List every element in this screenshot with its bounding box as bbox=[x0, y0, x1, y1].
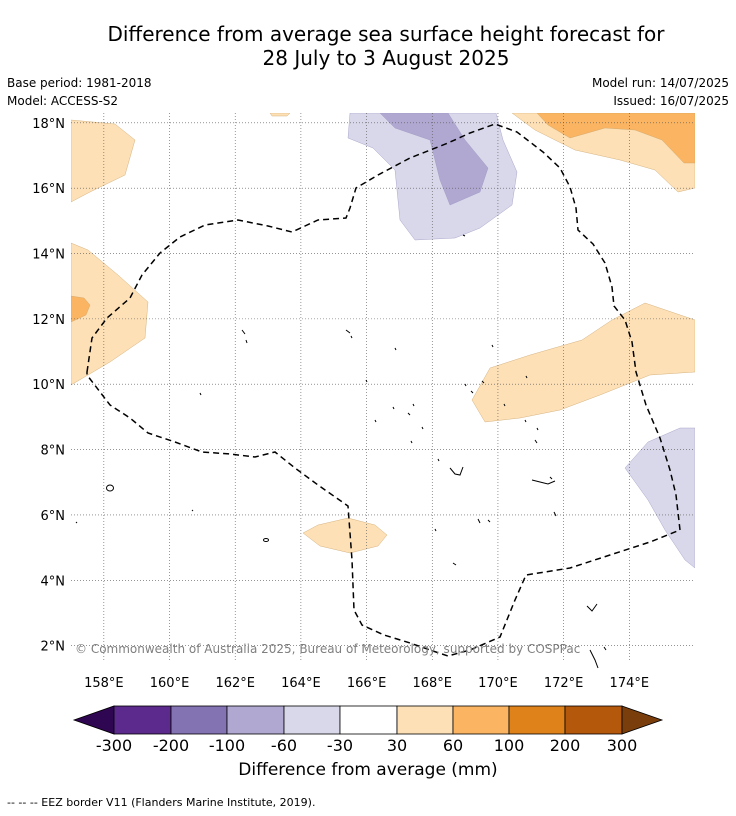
island-speck bbox=[365, 234, 539, 444]
island-speck bbox=[241, 329, 248, 344]
island-speck bbox=[464, 375, 528, 407]
island-speck bbox=[75, 344, 494, 524]
longitude-tick-label: 168°E bbox=[412, 676, 452, 691]
island-speck bbox=[553, 511, 598, 612]
anomaly-region-south bbox=[302, 517, 388, 554]
colorbar-tick: -60 bbox=[270, 736, 298, 755]
colorbar-segment-neg60 bbox=[283, 705, 341, 735]
colorbar-tick: 200 bbox=[549, 736, 581, 755]
copyright-notice: © Commonwealth of Australia 2025, Bureau… bbox=[75, 642, 580, 656]
longitude-tick-label: 172°E bbox=[544, 676, 584, 691]
colorbar-tick: -30 bbox=[326, 736, 354, 755]
latitude-tick-label: 12°N bbox=[32, 313, 65, 328]
longitude-tick-label: 166°E bbox=[347, 676, 387, 691]
model-name: Model: ACCESS-S2 bbox=[7, 94, 119, 108]
eez-footnote: -- -- -- EEZ border V11 (Flanders Marine… bbox=[7, 796, 316, 809]
latitude-tick-label: 4°N bbox=[41, 574, 66, 589]
colorbar-segment-pos200 bbox=[564, 705, 623, 735]
island-speck bbox=[589, 646, 607, 669]
longitude-tick-label: 164°E bbox=[281, 676, 321, 691]
title-line-2: 28 July to 3 August 2025 bbox=[262, 46, 510, 70]
latitude-tick-label: 18°N bbox=[32, 117, 65, 132]
colorbar-segment-neg300 bbox=[113, 705, 172, 735]
colorbar-min-arrow bbox=[72, 705, 115, 735]
colorbar-label: Difference from average (mm) bbox=[238, 760, 498, 780]
colorbar-segment-pos60 bbox=[452, 705, 510, 735]
latitude-tick-label: 14°N bbox=[32, 248, 65, 263]
longitude-tick-label: 160°E bbox=[150, 676, 190, 691]
islands bbox=[75, 234, 607, 669]
anomaly-core-west bbox=[71, 295, 91, 323]
colorbar-tick: 100 bbox=[493, 736, 525, 755]
colorbar bbox=[72, 705, 664, 735]
island-speck bbox=[263, 538, 269, 542]
colorbar-tick: -300 bbox=[95, 736, 133, 755]
latitude-tick-label: 2°N bbox=[41, 640, 66, 655]
map-grid bbox=[71, 113, 695, 662]
colorbar-tick: 60 bbox=[442, 736, 464, 755]
island-speck bbox=[434, 518, 491, 566]
anomaly-fields bbox=[71, 113, 695, 569]
colorbar-tick: 30 bbox=[386, 736, 408, 755]
island-speck bbox=[449, 466, 464, 476]
latitude-tick-label: 6°N bbox=[41, 509, 66, 524]
island-speck bbox=[374, 403, 440, 462]
eez-border bbox=[86, 123, 681, 657]
longitude-tick-label: 162°E bbox=[215, 676, 255, 691]
latitude-tick-label: 10°N bbox=[32, 378, 65, 393]
longitude-tick-label: 174°E bbox=[610, 676, 650, 691]
latitude-tick-label: 8°N bbox=[41, 444, 66, 459]
island-speck bbox=[345, 329, 353, 339]
anomaly-core-purple-north bbox=[379, 113, 489, 206]
anomaly-region-north-west bbox=[71, 119, 136, 203]
colorbar-segment-neg200 bbox=[170, 705, 228, 735]
longitude-tick-label: 158°E bbox=[84, 676, 124, 691]
anomaly-core-north-east bbox=[536, 113, 695, 164]
latitude-tick-labels: 2°N 4°N 6°N 8°N 10°N 12°N 14°N 16°N 18°N bbox=[32, 117, 65, 655]
colorbar-segment-neutral bbox=[339, 705, 398, 735]
colorbar-tick: -100 bbox=[208, 736, 246, 755]
anomaly-region-purple-east bbox=[624, 427, 695, 569]
title-line-1: Difference from average sea surface heig… bbox=[107, 22, 665, 46]
base-period: Base period: 1981-2018 bbox=[7, 76, 152, 90]
issued-date: Issued: 16/07/2025 bbox=[613, 94, 729, 108]
colorbar-tick: -200 bbox=[152, 736, 190, 755]
page-title: Difference from average sea surface heig… bbox=[0, 22, 736, 70]
colorbar-max-arrow bbox=[621, 705, 664, 735]
colorbar-segment-neg100 bbox=[226, 705, 285, 735]
meta-left: Base period: 1981-2018 Model: ACCESS-S2 bbox=[7, 74, 152, 110]
colorbar-tick-labels: -300 -200 -100 -60 -30 30 60 100 200 300 bbox=[0, 736, 736, 758]
latitude-tick-label: 16°N bbox=[32, 182, 65, 197]
colorbar-segment-pos30 bbox=[396, 705, 454, 735]
anomaly-sliver-top bbox=[269, 113, 291, 117]
longitude-tick-labels: 158°E 160°E 162°E 164°E 166°E 168°E 170°E 172°E… bbox=[84, 676, 649, 691]
model-run: Model run: 14/07/2025 bbox=[591, 76, 729, 90]
colorbar-segment-pos100 bbox=[508, 705, 566, 735]
island-speck bbox=[106, 484, 114, 492]
meta-right: Model run: 14/07/2025 Issued: 16/07/2025 bbox=[592, 74, 729, 110]
colorbar-tick: 300 bbox=[606, 736, 638, 755]
longitude-tick-label: 170°E bbox=[478, 676, 518, 691]
island-speck bbox=[531, 476, 556, 485]
anomaly-region-east bbox=[471, 302, 695, 423]
